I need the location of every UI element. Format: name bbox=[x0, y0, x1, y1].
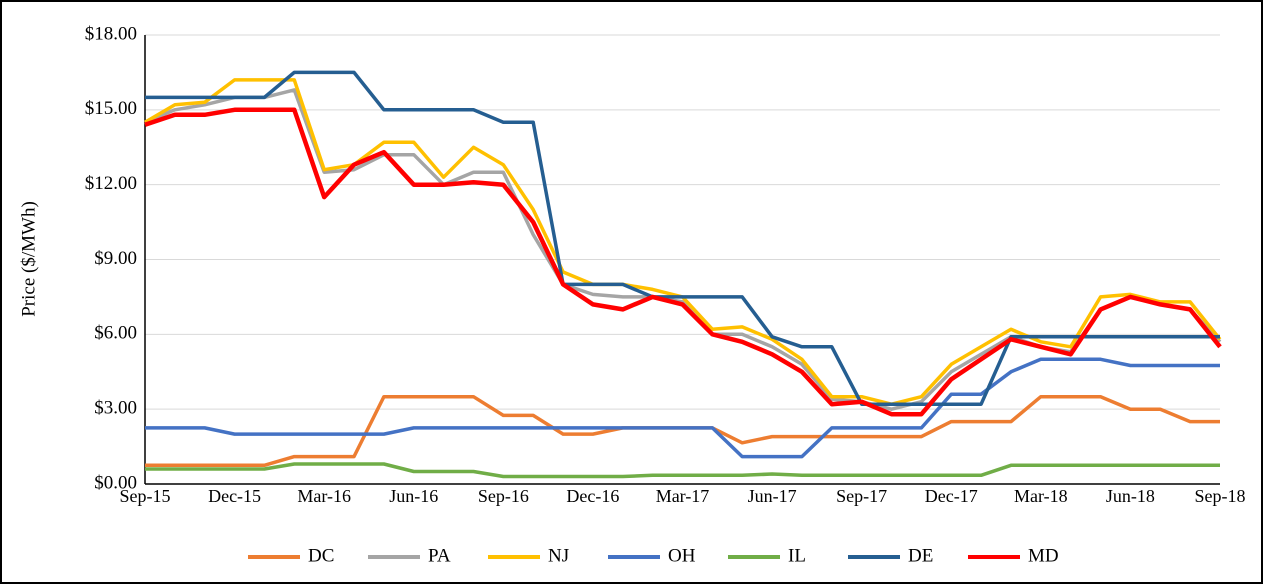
y-tick-label: $6.00 bbox=[94, 323, 137, 344]
y-tick-label: $0.00 bbox=[94, 472, 137, 493]
legend-label: IL bbox=[788, 545, 806, 566]
legend-label: NJ bbox=[548, 545, 569, 566]
legend-label: DC bbox=[308, 545, 334, 566]
series-line bbox=[145, 70, 1220, 406]
x-tick-label: Dec-16 bbox=[566, 486, 619, 506]
legend-label: DE bbox=[908, 545, 933, 566]
x-tick-label: Mar-17 bbox=[656, 486, 710, 506]
y-tick-label: $15.00 bbox=[85, 98, 137, 119]
y-tick-label: $3.00 bbox=[94, 398, 137, 419]
x-tick-label: Sep-17 bbox=[836, 486, 887, 506]
y-tick-label: $9.00 bbox=[94, 248, 137, 269]
x-tick-label: Sep-18 bbox=[1195, 486, 1246, 506]
legend-label: MD bbox=[1028, 545, 1059, 566]
x-tick-label: Jun-17 bbox=[748, 486, 797, 506]
x-tick-label: Sep-16 bbox=[478, 486, 529, 506]
series-line bbox=[145, 357, 1220, 459]
x-tick-label: Dec-17 bbox=[925, 486, 978, 506]
x-tick-label: Sep-15 bbox=[120, 486, 171, 506]
series-line bbox=[145, 462, 1220, 479]
x-tick-label: Jun-18 bbox=[1106, 486, 1155, 506]
x-tick-label: Dec-15 bbox=[208, 486, 261, 506]
y-tick-label: $18.00 bbox=[85, 23, 137, 44]
x-tick-label: Jun-16 bbox=[389, 486, 438, 506]
y-axis-label: Price ($/MWh) bbox=[18, 201, 39, 317]
x-tick-label: Mar-18 bbox=[1014, 486, 1068, 506]
y-tick-label: $12.00 bbox=[85, 173, 137, 194]
legend-label: OH bbox=[668, 545, 696, 566]
series-line bbox=[144, 107, 1222, 417]
x-tick-label: Mar-16 bbox=[297, 486, 351, 506]
legend-label: PA bbox=[428, 545, 451, 566]
